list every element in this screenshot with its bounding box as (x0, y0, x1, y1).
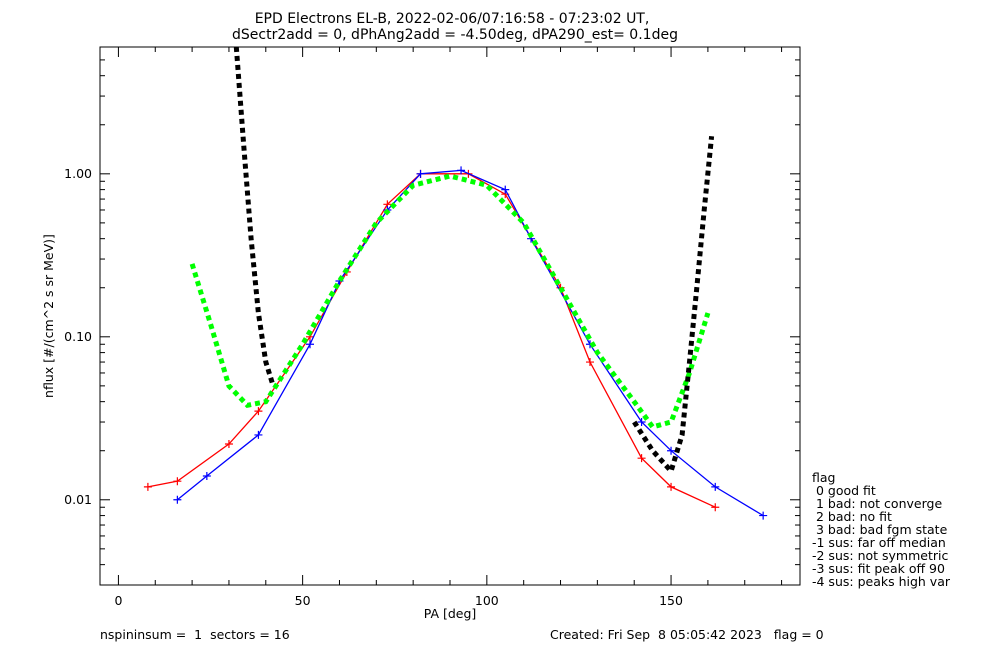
data-point (224, 439, 233, 448)
y-tick-label: 1.00 (64, 166, 92, 181)
data-point (457, 166, 466, 175)
legend-entry: 1 bad: not converge (812, 496, 942, 511)
series-group (143, 47, 768, 520)
legend-entry: 3 bad: bad fgm state (812, 522, 948, 537)
y-tick-label: 0.01 (64, 492, 92, 507)
data-layer (143, 47, 768, 520)
x-axis-label: PA [deg] (424, 606, 477, 621)
data-point (254, 430, 263, 439)
legend-title: flag (812, 470, 835, 485)
y-axis-label: nflux [#/(cm^2 s sr MeV)] (41, 234, 56, 398)
footer-right: Created: Fri Sep 8 05:05:42 2023 flag = … (550, 627, 824, 642)
fit-curve (632, 136, 715, 477)
series-line (147, 173, 716, 508)
chart-title-line2: dSectr2add = 0, dPhAng2add = -4.50deg, d… (232, 27, 678, 43)
data-point (416, 169, 425, 178)
legend-entry: 2 bad: no fit (812, 509, 892, 524)
data-point (306, 340, 314, 349)
data-point (667, 482, 676, 491)
legend-entry: -1 sus: far off median (812, 535, 946, 550)
data-point (143, 482, 152, 491)
data-point (173, 495, 182, 504)
x-tick-label: 150 (659, 593, 683, 608)
fit-curve (189, 173, 711, 430)
data-point (254, 407, 263, 416)
flag-legend: flag 0 good fit 1 bad: not converge 2 ba… (812, 470, 951, 589)
tick-layer: 0 50 100 150 0.01 0.10 1.00 (64, 46, 800, 608)
x-tick-label: 50 (295, 593, 311, 608)
y-tick-label: 0.10 (64, 329, 92, 344)
data-point (173, 477, 182, 486)
x-tick-label: 0 (114, 593, 122, 608)
data-point (202, 471, 211, 480)
fit-curve (233, 47, 276, 387)
data-point (711, 482, 720, 491)
x-tick-label: 100 (475, 593, 499, 608)
data-point (586, 358, 594, 367)
footer-left: nspininsum = 1 sectors = 16 (100, 627, 290, 642)
data-point (711, 503, 720, 512)
data-point (759, 511, 768, 520)
legend-entry: -3 sus: fit peak off 90 (812, 561, 945, 576)
legend-entry: -4 sus: peaks high var (812, 574, 951, 589)
data-point (637, 454, 646, 463)
legend-entry: 0 good fit (812, 483, 876, 498)
data-point (667, 446, 676, 455)
data-point (501, 185, 510, 194)
legend-entry: -2 sus: not symmetric (812, 548, 948, 563)
chart-title-line1: EPD Electrons EL-B, 2022-02-06/07:16:58 … (255, 11, 650, 27)
data-point (637, 418, 646, 427)
